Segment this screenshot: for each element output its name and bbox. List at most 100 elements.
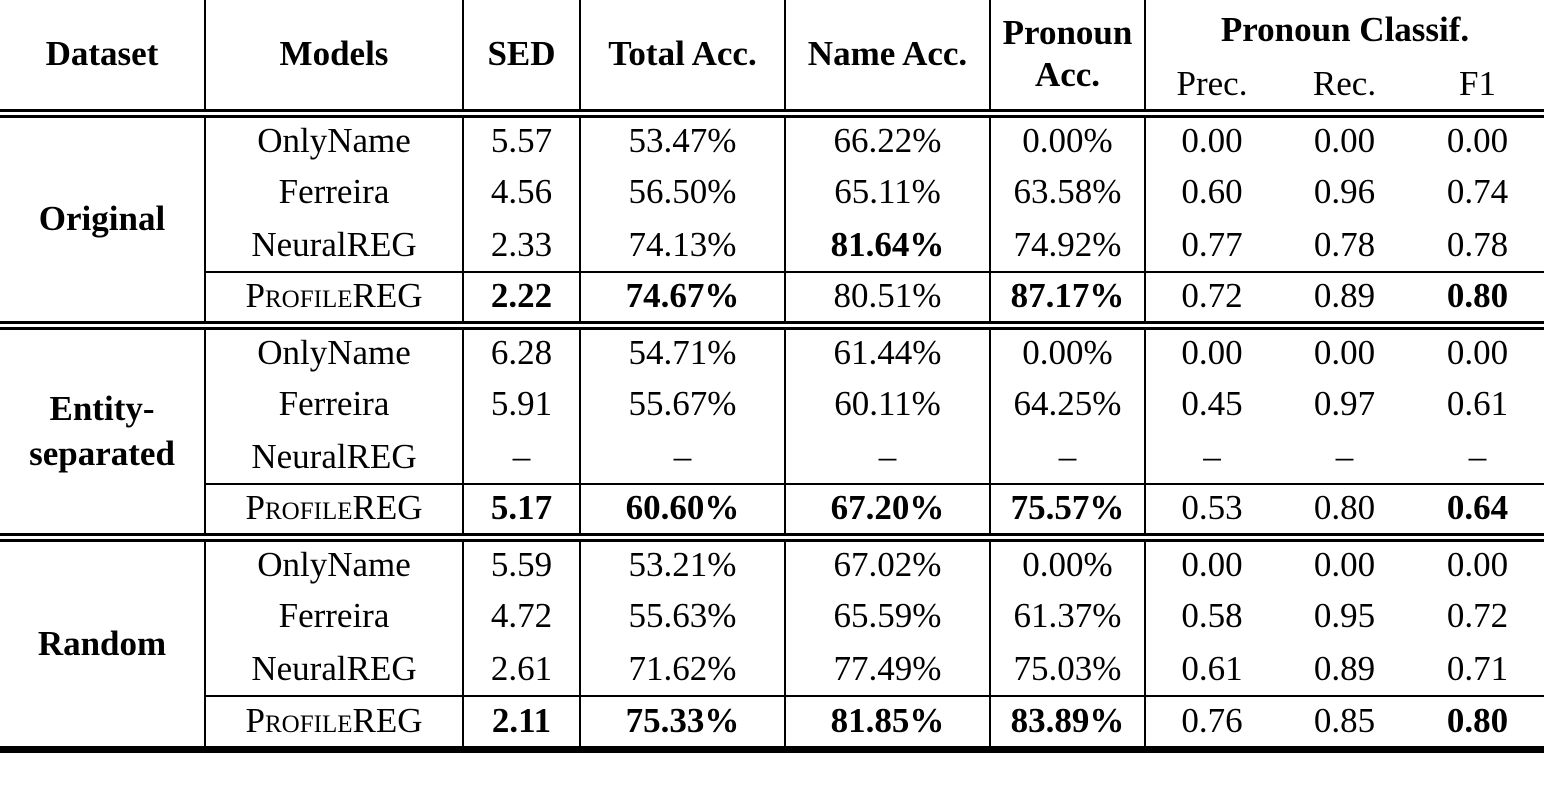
col-header-pronoun-classif: Pronoun Classif.	[1143, 0, 1544, 60]
model-name: ProfileREG	[204, 271, 463, 325]
dataset-block-random: Random OnlyName 5.59 53.21% 67.02% 0.00%…	[0, 532, 1544, 749]
results-table: Dataset Models SED Total Acc. Name Acc. …	[0, 0, 1544, 753]
value-f1: 0.00	[1411, 320, 1544, 378]
value-rec: –	[1335, 436, 1354, 476]
value-prec: 0.53	[1144, 483, 1278, 537]
value-prec: 0.00	[1144, 113, 1278, 166]
value-total-acc: 75.33%	[579, 695, 785, 749]
value-rec: 0.96	[1313, 172, 1376, 212]
value-total-acc: 60.60%	[579, 483, 785, 537]
value-name-acc: 81.85%	[784, 695, 990, 749]
value-total-acc: –	[579, 431, 785, 484]
table-row: Ferreira 4.56 56.50% 65.11% 63.58% 0.60 …	[0, 166, 1544, 219]
value-pronoun-acc: 0.00%	[989, 532, 1145, 590]
model-name: OnlyName	[204, 532, 463, 590]
value-total-acc: 54.71%	[579, 320, 785, 378]
value-prec: 0.76	[1144, 695, 1278, 749]
dataset-label: Entity-separated	[0, 320, 205, 537]
value-f1: –	[1468, 436, 1487, 476]
value-name-acc: 65.59%	[784, 590, 990, 643]
table-row: ProfileREG 5.17 60.60% 67.20% 75.57% 0.5…	[0, 483, 1544, 537]
value-f1: 0.64	[1411, 483, 1544, 537]
value-sed: 5.91	[462, 378, 580, 431]
model-name: NeuralREG	[204, 431, 463, 484]
value-total-acc: 55.63%	[579, 590, 785, 643]
value-pronoun-acc: 61.37%	[989, 590, 1145, 643]
value-pronoun-acc: 83.89%	[989, 695, 1145, 749]
value-pronoun-acc: 0.00%	[989, 320, 1145, 378]
value-rec: 0.85	[1278, 695, 1411, 749]
value-total-acc: 55.67%	[579, 378, 785, 431]
value-prec: 0.00	[1144, 532, 1278, 590]
value-rec: 0.89	[1313, 648, 1376, 688]
model-name: Ferreira	[204, 378, 463, 431]
col-header-prec: Prec.	[1144, 60, 1278, 118]
value-f1: 0.80	[1411, 271, 1544, 325]
value-prec: 0.45	[1144, 378, 1278, 431]
value-prec: 0.77	[1144, 219, 1278, 272]
value-rec: 0.78	[1313, 224, 1376, 264]
value-sed: –	[462, 431, 580, 484]
dataset-label: Original	[38, 199, 166, 239]
value-pronoun-acc: 87.17%	[989, 271, 1145, 325]
value-sed: 6.28	[462, 320, 580, 378]
value-total-acc: 56.50%	[579, 166, 785, 219]
model-name: NeuralREG	[204, 643, 463, 696]
model-name: NeuralREG	[204, 219, 463, 272]
value-f1: 0.74	[1446, 172, 1509, 212]
col-header-total-acc: Total Acc.	[579, 0, 785, 118]
value-pronoun-acc: 75.57%	[989, 483, 1145, 537]
dataset-label: Random	[0, 532, 205, 749]
value-sed: 4.72	[462, 590, 580, 643]
table-row: Ferreira 4.72 55.63% 65.59% 61.37% 0.58 …	[0, 590, 1544, 643]
value-prec: 0.61	[1144, 643, 1278, 696]
value-name-acc: 67.02%	[784, 532, 990, 590]
value-total-acc: 74.13%	[579, 219, 785, 272]
col-header-rec: Rec.	[1278, 60, 1411, 118]
value-f1: 0.61	[1446, 384, 1509, 424]
value-rec: 0.00	[1278, 320, 1411, 378]
value-rec: 0.97	[1313, 384, 1376, 424]
dataset-block-entity-separated: Entity-separated OnlyName 6.28 54.71% 61…	[0, 320, 1544, 537]
model-name: Ferreira	[204, 166, 463, 219]
col-header-f1: F1	[1411, 60, 1544, 118]
value-rec: 0.00	[1313, 121, 1376, 161]
value-prec: –	[1144, 431, 1278, 484]
value-total-acc: 53.21%	[579, 532, 785, 590]
value-rec: 0.95	[1313, 596, 1376, 636]
value-sed: 5.59	[462, 532, 580, 590]
table-row: Random OnlyName 5.59 53.21% 67.02% 0.00%…	[0, 532, 1544, 749]
value-f1: 0.00	[1446, 121, 1509, 161]
value-sed: 2.11	[462, 695, 580, 749]
value-total-acc: 53.47%	[579, 113, 785, 166]
value-f1: 0.71	[1446, 648, 1509, 688]
value-rec: 0.80	[1278, 483, 1411, 537]
value-prec: 0.60	[1144, 166, 1278, 219]
value-pronoun-acc: 75.03%	[989, 643, 1145, 696]
value-prec: 0.58	[1144, 590, 1278, 643]
value-pronoun-acc: 64.25%	[989, 378, 1145, 431]
value-sed: 2.33	[462, 219, 580, 272]
value-pronoun-acc: 0.00%	[989, 113, 1145, 166]
value-prec: 0.72	[1144, 271, 1278, 325]
value-name-acc: 61.44%	[784, 320, 990, 378]
value-name-acc: 66.22%	[784, 113, 990, 166]
col-header-sed: SED	[462, 0, 580, 118]
value-name-acc: 81.64%	[784, 219, 990, 272]
dataset-block-original: Original OnlyName 5.57 53.47% 66.22% 0.0…	[0, 113, 1544, 325]
table-row: ProfileREG 2.11 75.33% 81.85% 83.89% 0.7…	[0, 695, 1544, 749]
model-name: ProfileREG	[204, 695, 463, 749]
value-sed: 5.17	[462, 483, 580, 537]
col-header-pronoun-acc: Pronoun Acc.	[989, 0, 1145, 118]
value-f1: 0.00	[1411, 532, 1544, 590]
col-header-name-acc: Name Acc.	[784, 0, 990, 118]
value-name-acc: 65.11%	[784, 166, 990, 219]
value-total-acc: 74.67%	[579, 271, 785, 325]
value-pronoun-acc: 74.92%	[989, 219, 1145, 272]
value-sed: 2.22	[462, 271, 580, 325]
table-row: NeuralREG 2.61 71.62% 77.49% 75.03% 0.61…	[0, 643, 1544, 696]
value-sed: 2.61	[462, 643, 580, 696]
value-name-acc: 80.51%	[784, 271, 990, 325]
value-sed: 4.56	[462, 166, 580, 219]
